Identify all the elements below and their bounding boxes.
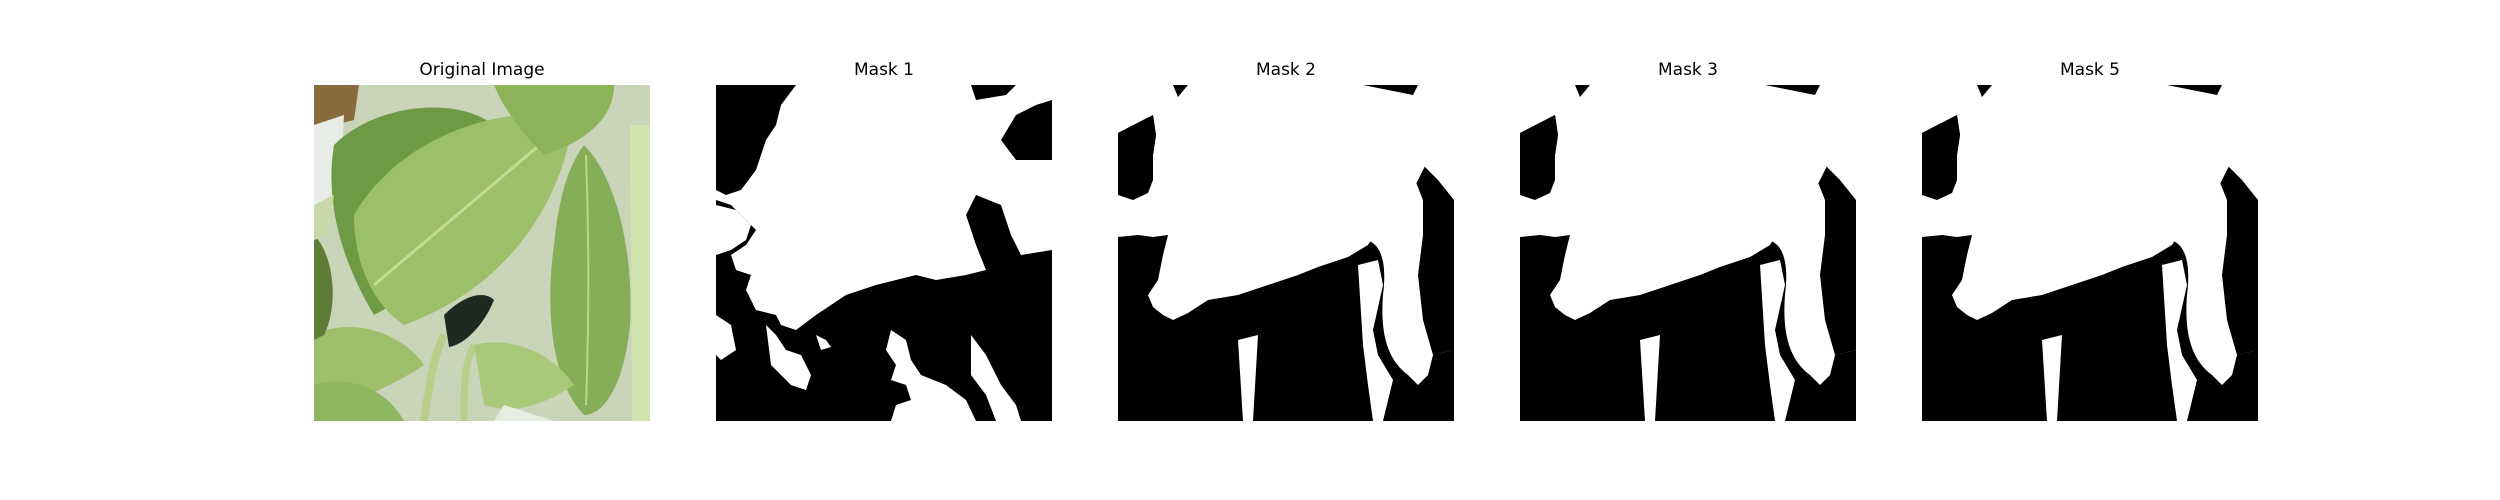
mask-1 <box>716 85 1052 421</box>
plant-photo <box>314 85 650 421</box>
panel-title: Original Image <box>419 60 545 80</box>
mask-1-image <box>716 85 1052 421</box>
mask-2 <box>1118 85 1454 421</box>
mask-3 <box>1520 85 1856 421</box>
panel-title: Mask 2 <box>1255 60 1316 80</box>
mask-2-image <box>1118 85 1454 421</box>
mask-5-image <box>1922 85 2258 421</box>
panel-title: Mask 3 <box>1657 60 1718 80</box>
mask-3-image <box>1520 85 1856 421</box>
panel-title: Mask 1 <box>853 60 914 80</box>
mask-5 <box>1922 85 2258 421</box>
panel-title: Mask 5 <box>2059 60 2120 80</box>
original-image <box>314 85 650 421</box>
